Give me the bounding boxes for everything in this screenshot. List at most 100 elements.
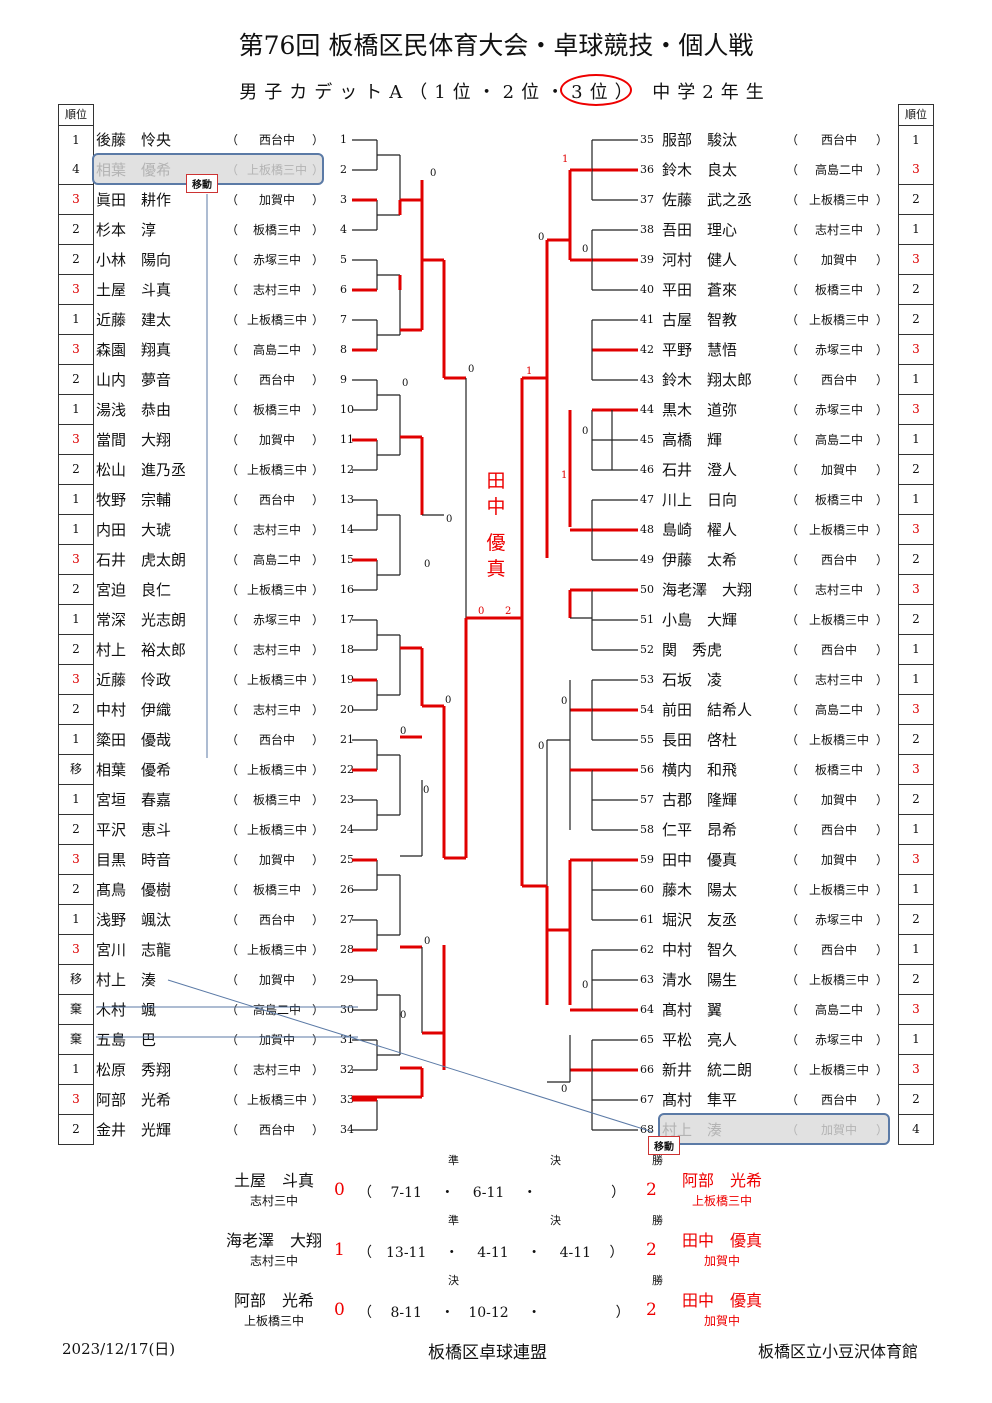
player-school: 赤塚三中 — [814, 913, 863, 927]
player-school: 加賀中 — [820, 793, 857, 807]
player-name: 古屋 智教 — [662, 311, 738, 329]
paren-open: （ — [786, 613, 799, 627]
player-name: 髙村 翼 — [662, 1001, 723, 1019]
paren-open: （ — [226, 1063, 239, 1077]
paren-close: ） — [876, 643, 889, 657]
paren-open: （ — [786, 673, 799, 687]
player-name: 横内 和飛 — [662, 761, 738, 779]
player-number: 45 — [640, 433, 654, 446]
player-school: 赤塚三中 — [814, 1033, 863, 1047]
player-name: 浅野 颯汰 — [96, 911, 172, 929]
paren-open: （ — [226, 253, 239, 267]
paren-close: ） — [876, 373, 889, 387]
paren-open: （ — [786, 313, 799, 327]
player-row: 67 髙村 隼平 （ 西台中 ） — [640, 1085, 890, 1115]
player-row: 村上 湊 （ 加賀中 ） 29 — [96, 965, 356, 995]
player-number: 44 — [640, 403, 654, 416]
rank-cell: 2 — [898, 725, 934, 755]
player-name: 鈴木 良太 — [662, 161, 738, 179]
page-subtitle: 男子カデットA（1位・2位・3位） 中学2年生 — [239, 82, 771, 103]
player-row: 50 海老澤 大翔 （ 志村三中 ） — [640, 575, 890, 605]
player-school: 高島二中 — [252, 343, 301, 357]
player-row: 40 平田 蒼來 （ 板橋三中 ） — [640, 275, 890, 305]
paren-close: ） — [876, 1033, 889, 1047]
paren-close: ） — [876, 193, 889, 207]
player-school: 志村三中 — [252, 283, 301, 297]
player-number: 48 — [640, 523, 654, 536]
player-school: 加賀中 — [820, 853, 857, 867]
rank-cell: 1 — [58, 395, 94, 425]
paren-open: （ — [786, 253, 799, 267]
player-number: 26 — [340, 883, 354, 896]
finalist-score: 0 — [334, 1180, 345, 1200]
match-score: 0 — [468, 364, 474, 375]
player-name: 鈴木 翔太郎 — [662, 371, 753, 389]
paren-close: ） — [312, 823, 325, 837]
rank-cell: 3 — [898, 515, 934, 545]
player-row: 當間 大翔 （ 加賀中 ） 11 — [96, 425, 356, 455]
rank-cell: 2 — [898, 305, 934, 335]
rank-cell: 1 — [58, 905, 94, 935]
finalist-name: 土屋 斗真 — [233, 1171, 314, 1190]
player-name: 五島 巴 — [96, 1031, 157, 1049]
player-row: 宮川 志龍 （ 上板橋三中 ） 28 — [96, 935, 356, 965]
rank-cell: 2 — [58, 695, 94, 725]
paren-close: ） — [876, 553, 889, 567]
paren-close: ） — [312, 853, 325, 867]
player-school: 西台中 — [820, 943, 857, 957]
player-number: 5 — [340, 253, 347, 266]
finalist-school: 上板橋三中 — [243, 1314, 304, 1328]
player-number: 56 — [640, 763, 654, 776]
player-name: 松山 進乃丞 — [96, 461, 187, 479]
paren-open: （ — [226, 823, 239, 837]
paren-close: ） — [312, 673, 325, 687]
champion-char: 田 — [486, 470, 506, 492]
player-row: 44 黒木 道弥 （ 赤塚三中 ） — [640, 395, 890, 425]
player-school: 上板橋三中 — [246, 1093, 307, 1107]
rank-cell: 3 — [898, 1055, 934, 1085]
player-name: 中村 伊織 — [96, 701, 172, 719]
match-score: 0 — [400, 726, 406, 737]
match-score: 0 — [400, 1010, 406, 1021]
paren-close: ） — [876, 313, 889, 327]
paren-open: （ — [226, 523, 239, 537]
paren-open: （ — [226, 703, 239, 717]
player-name: 前田 結希人 — [662, 701, 753, 719]
player-name: 宮垣 春嘉 — [96, 791, 172, 809]
player-name: 平沢 恵斗 — [96, 821, 172, 839]
move-tag: 移動 — [186, 174, 218, 193]
player-row: 43 鈴木 翔太郎 （ 西台中 ） — [640, 365, 890, 395]
player-number: 25 — [340, 853, 354, 866]
match-score: 0 — [478, 606, 484, 617]
rank-cell: 3 — [898, 155, 934, 185]
player-number: 38 — [640, 223, 654, 236]
player-row: 簗田 優哉 （ 西台中 ） 21 — [96, 725, 356, 755]
paren-open: （ — [226, 193, 239, 207]
player-name: 吾田 理心 — [662, 221, 738, 239]
finalist-score: 2 — [646, 1180, 657, 1200]
finalist-school: 志村三中 — [249, 1254, 298, 1268]
paren-open: （ — [786, 913, 799, 927]
player-name: 伊藤 太希 — [662, 551, 738, 569]
paren-close: ） — [876, 583, 889, 597]
player-row: 59 田中 優真 （ 加賀中 ） — [640, 845, 890, 875]
paren-close: ） — [876, 673, 889, 687]
player-number: 57 — [640, 793, 654, 806]
finalist-score: 2 — [646, 1240, 657, 1260]
finalist-name: 海老澤 大翔 — [225, 1231, 322, 1250]
match-score: 1 — [561, 470, 567, 481]
rank-cell: 2 — [58, 575, 94, 605]
player-school: 西台中 — [258, 373, 295, 387]
player-number: 52 — [640, 643, 654, 656]
player-number: 50 — [640, 583, 654, 596]
player-row: 58 仁平 昂希 （ 西台中 ） — [640, 815, 890, 845]
player-school: 西台中 — [258, 733, 295, 747]
player-number: 35 — [640, 133, 654, 146]
player-number: 17 — [340, 613, 354, 626]
player-name: 海老澤 大翔 — [662, 581, 753, 599]
player-number: 62 — [640, 943, 654, 956]
player-number: 21 — [340, 733, 354, 746]
player-school: 上板橋三中 — [808, 523, 869, 537]
paren-open: （ — [226, 553, 239, 567]
player-school: 加賀中 — [258, 193, 295, 207]
